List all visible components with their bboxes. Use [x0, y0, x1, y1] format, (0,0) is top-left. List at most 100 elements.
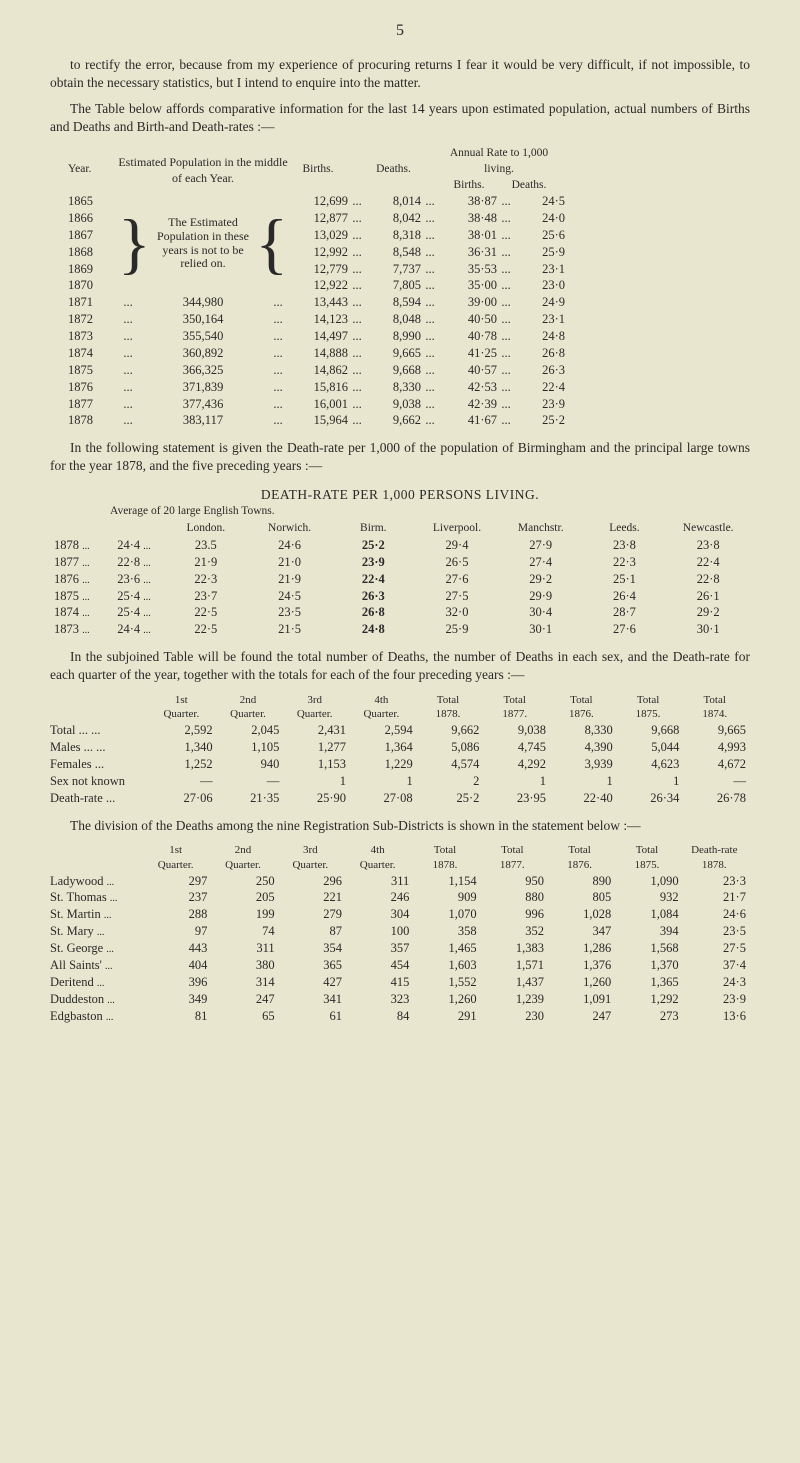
t3-cell: 1	[350, 773, 417, 790]
t3-cell: 21·35	[217, 790, 284, 807]
t4-cell: 37·4	[683, 957, 750, 974]
t2-head-cell: London.	[164, 521, 248, 537]
t4-cell: 1,365	[615, 974, 682, 991]
t4-cell: 1,084	[615, 906, 682, 923]
t3-cell: 1,252	[150, 756, 217, 773]
t1-deaths: 8,594	[366, 294, 421, 311]
t4-cell: 1,370	[615, 957, 682, 974]
t2-cell: 30·1	[499, 621, 583, 638]
t1-head-deaths2: Deaths.	[499, 178, 559, 194]
t1-year: 1867	[68, 227, 118, 244]
t1-dot: ...	[118, 412, 138, 429]
t1-dot: ...	[421, 261, 439, 278]
t4-cell: 311	[346, 873, 413, 890]
t3-cell: 1,364	[350, 739, 417, 756]
t3-cell: 25·2	[417, 790, 484, 807]
t1-brate: 35·53	[439, 261, 497, 278]
t4-cell: 1,260	[413, 991, 480, 1008]
t1-brate: 38·87	[439, 193, 497, 210]
t3-head-cell: Total1875.	[617, 693, 684, 723]
t1-dot: ...	[497, 227, 515, 244]
t4-cell: 1,552	[413, 974, 480, 991]
t4-row: Deritend ...3963144274151,5521,4371,2601…	[50, 974, 750, 991]
t2-cell: 23·9	[331, 554, 415, 571]
t4-cell: 279	[279, 906, 346, 923]
t1-ep: 360,892	[138, 345, 268, 362]
t3-cell: 1	[483, 773, 550, 790]
t3-row: Males ... ...1,3401,1051,2771,3645,0864,…	[50, 739, 750, 756]
t4-cell: 311	[211, 940, 278, 957]
t4-cell: 909	[413, 889, 480, 906]
t4-cell: 404	[144, 957, 211, 974]
t1-brate: 38·48	[439, 210, 497, 227]
t1-row: 12,877...8,042...38·48...24·0	[288, 210, 750, 227]
t2-cell: 22·4	[666, 554, 750, 571]
t1-drate: 24·5	[515, 193, 565, 210]
t3-cell: 2,045	[217, 722, 284, 739]
t2-cell: 23·7	[164, 588, 248, 605]
t4-row: Duddeston ...3492473413231,2601,2391,091…	[50, 991, 750, 1008]
t4-cell: 297	[144, 873, 211, 890]
t3-cell: 1,277	[283, 739, 350, 756]
t1-row: 12,699...8,014...38·87...24·5	[288, 193, 750, 210]
t1-brate: 42·53	[439, 379, 497, 396]
t1-dot: ...	[421, 396, 439, 413]
t2-cell: 29·2	[666, 604, 750, 621]
t1-dot: ...	[421, 193, 439, 210]
t1-drate: 24·8	[515, 328, 565, 345]
t3-cell: 26·78	[683, 790, 750, 807]
t2-row: 1877 ...22·8 ...21·921·023·926·527·422·3…	[50, 554, 750, 571]
t4-head-cell: 4thQuarter.	[346, 843, 413, 873]
t3-cell: 2	[417, 773, 484, 790]
t4-cell: 880	[481, 889, 548, 906]
t2-cell: 21·9	[248, 571, 332, 588]
t2-cell: 24·5	[248, 588, 332, 605]
t1-head-row: Year. Estimated Population in the middle…	[50, 146, 750, 193]
t1-dot: ...	[497, 311, 515, 328]
t1-deaths: 7,737	[366, 261, 421, 278]
t1-births: 14,123	[288, 311, 348, 328]
t3-cell: 4,390	[550, 739, 617, 756]
t4-cell: 23·9	[683, 991, 750, 1008]
t4-cell: 288	[144, 906, 211, 923]
t4-cell: 24·6	[683, 906, 750, 923]
t3-cell: 1,229	[350, 756, 417, 773]
t2-head-cell: Manchstr.	[499, 521, 583, 537]
t4-head-cell: Total1876.	[548, 843, 615, 873]
table-subdistricts: 1stQuarter.2ndQuarter.3rdQuarter.4thQuar…	[50, 843, 750, 1025]
t4-cell: 443	[144, 940, 211, 957]
t3-cell: 5,086	[417, 739, 484, 756]
t1-braced-block: 1865 1866 1867 1868 1869 1870 } The Esti…	[50, 193, 750, 294]
t2-cell: 22·4	[331, 571, 415, 588]
t1-dot: ...	[497, 345, 515, 362]
t4-label: St. George ...	[50, 940, 144, 957]
t2-cell: 30·4	[499, 604, 583, 621]
t1-brate: 36·31	[439, 244, 497, 261]
t4-cell: 380	[211, 957, 278, 974]
t4-label: Deritend ...	[50, 974, 144, 991]
t3-cell: 1	[550, 773, 617, 790]
t1-dot: ...	[348, 294, 366, 311]
t1-dot: ...	[421, 412, 439, 429]
t1-year: 1872	[50, 311, 118, 328]
t1-brace-group: } The Estimated Population in these year…	[118, 193, 288, 294]
t4-cell: 357	[346, 940, 413, 957]
t1-brate: 39·00	[439, 294, 497, 311]
t1-drate: 26·3	[515, 362, 565, 379]
t2-cell: 26·4	[583, 588, 667, 605]
t3-cell: 2,594	[350, 722, 417, 739]
t1-dot: ...	[268, 362, 288, 379]
t2-cell: 24·4 ...	[104, 537, 164, 554]
t4-cell: 27·5	[683, 940, 750, 957]
t1-dot: ...	[348, 193, 366, 210]
t1-births: 13,443	[288, 294, 348, 311]
t1-births: 12,779	[288, 261, 348, 278]
t4-head: 1stQuarter.2ndQuarter.3rdQuarter.4thQuar…	[50, 843, 750, 873]
t1-births: 14,862	[288, 362, 348, 379]
t1-dot: ...	[348, 277, 366, 294]
t4-head-cell: 1stQuarter.	[144, 843, 211, 873]
t4-cell: 1,091	[548, 991, 615, 1008]
t2-row: 1874 ...25·4 ...22·523·526·832·030·428·7…	[50, 604, 750, 621]
t2-cell: 23·8	[666, 537, 750, 554]
t1-dot: ...	[497, 193, 515, 210]
